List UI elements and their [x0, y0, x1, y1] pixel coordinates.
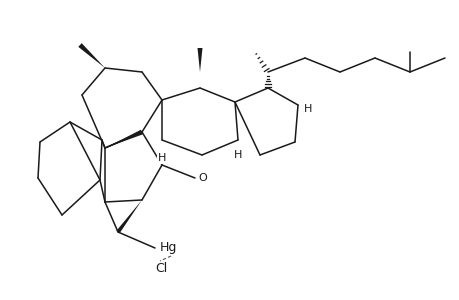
Text: H: H — [157, 153, 166, 163]
Polygon shape — [197, 48, 202, 72]
Text: Hg: Hg — [159, 242, 176, 254]
Text: O: O — [198, 173, 207, 183]
Polygon shape — [78, 43, 105, 68]
Text: Cl: Cl — [155, 262, 167, 275]
Polygon shape — [116, 200, 142, 233]
Polygon shape — [105, 130, 143, 148]
Text: H: H — [303, 104, 312, 114]
Text: H: H — [233, 150, 241, 160]
